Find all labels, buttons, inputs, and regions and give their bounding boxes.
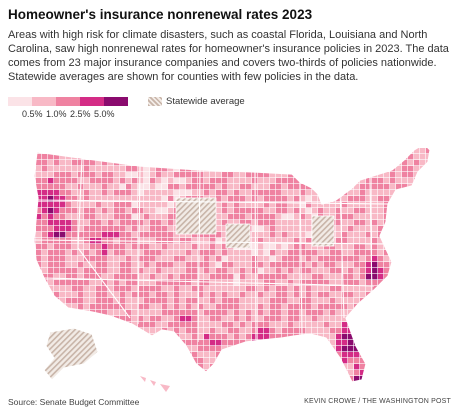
legend-tick-2: 1.0%: [46, 109, 67, 119]
source-note: Source: Senate Budget Committee: [8, 397, 140, 407]
legend-swatch-2: [32, 97, 56, 106]
legend-tick-1: 0.5%: [22, 109, 43, 119]
map-description: Areas with high risk for climate disaste…: [8, 29, 449, 83]
legend-swatch-3: [56, 97, 80, 106]
legend-hatch-swatch: [148, 97, 162, 106]
map-title: Homeowner's insurance nonrenewal rates 2…: [8, 7, 313, 22]
legend-swatch-5: [104, 97, 128, 106]
legend-tick-3: 2.5%: [70, 109, 91, 119]
alaska: [43, 327, 99, 381]
legend-swatch-1: [8, 97, 32, 106]
state-borders: [34, 157, 391, 343]
credit-note: KEVIN CROWE / THE WASHINGTON POST: [304, 398, 451, 405]
legend: 0.5% 1.0% 2.5% 5.0% Statewide average: [8, 96, 308, 125]
legend-statewide-label: Statewide average: [166, 96, 245, 107]
legend-swatch-4: [80, 97, 104, 106]
hawaii: [140, 376, 170, 392]
legend-tick-4: 5.0%: [94, 109, 115, 119]
us-county-map: [33, 143, 431, 392]
